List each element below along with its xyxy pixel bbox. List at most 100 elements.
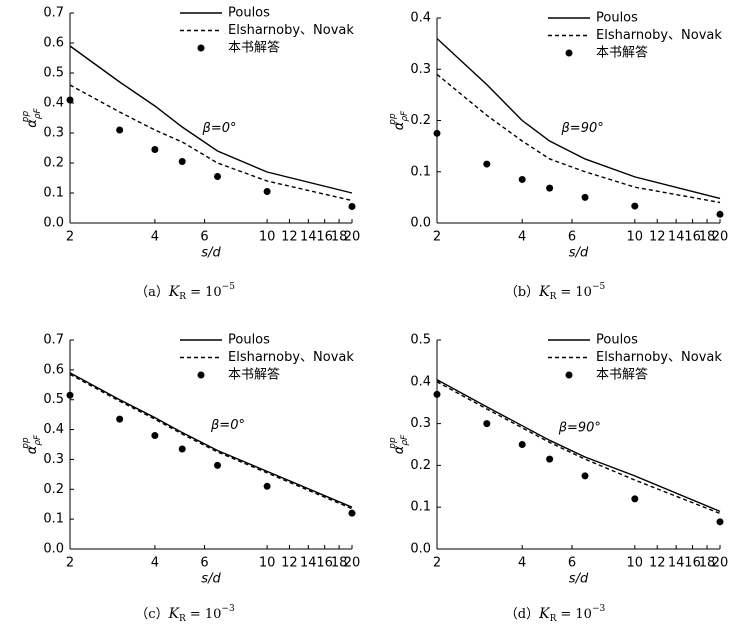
y-tick-label: 0.1 xyxy=(410,500,431,515)
y-tick-label: 0.4 xyxy=(43,422,64,437)
legend-marker xyxy=(197,371,205,379)
y-tick-label: 0.2 xyxy=(410,113,431,128)
x-tick-label: 14 xyxy=(668,230,685,245)
x-tick-label: 10 xyxy=(259,556,276,571)
y-label-sup: pp xyxy=(388,437,398,450)
x-tick-label: 18 xyxy=(331,556,348,571)
x-tick-label: 14 xyxy=(300,556,317,571)
caption-prefix: （d） xyxy=(505,607,539,622)
y-label-main: α xyxy=(392,445,407,454)
x-tick-label: 2 xyxy=(433,230,441,245)
x-tick-label: 4 xyxy=(151,556,159,571)
y-tick-label: 0.0 xyxy=(410,216,431,231)
caption-exp: −3 xyxy=(592,604,606,614)
caption-prefix: （c） xyxy=(135,607,168,622)
data-point xyxy=(631,202,639,210)
y-tick-label: 0.3 xyxy=(43,126,64,141)
y-label-sup: pp xyxy=(388,113,398,126)
annotation: β=90° xyxy=(561,121,604,136)
caption-eq: = 10 xyxy=(560,607,592,622)
y-axis-label: αρFpp xyxy=(21,434,43,454)
data-point xyxy=(546,455,554,463)
data-point xyxy=(263,188,271,195)
data-point xyxy=(214,173,222,180)
x-tick-label: 18 xyxy=(699,230,716,245)
y-label-sub: ρF xyxy=(400,110,410,122)
y-tick-label: 0.1 xyxy=(43,186,64,201)
x-tick-label: 20 xyxy=(344,556,361,571)
data-point xyxy=(518,175,526,183)
caption-var: K xyxy=(168,284,181,300)
data-point xyxy=(116,415,124,423)
y-label-sub: ρF xyxy=(33,434,43,446)
y-label-sup: pp xyxy=(21,111,31,124)
y-tick-label: 0.0 xyxy=(43,216,64,231)
caption-exp: −5 xyxy=(222,282,236,292)
legend-label: 本书解答 xyxy=(228,367,280,383)
caption: （b）KR = 10−5 xyxy=(505,282,606,302)
data-point xyxy=(151,146,159,153)
data-point xyxy=(263,482,271,490)
y-tick-label: 0.6 xyxy=(43,36,64,51)
data-point xyxy=(433,390,441,398)
x-tick-label: 20 xyxy=(712,556,729,571)
x-tick-label: 14 xyxy=(668,556,685,571)
data-point xyxy=(581,472,589,480)
x-tick-label: 18 xyxy=(331,230,348,245)
data-point xyxy=(348,203,356,210)
caption-eq: = 10 xyxy=(190,607,222,622)
y-tick-label: 0.1 xyxy=(410,164,431,179)
data-line xyxy=(436,37,721,200)
x-axis-label: s/d xyxy=(201,572,221,587)
x-tick-label: 6 xyxy=(200,556,208,571)
caption-var: K xyxy=(168,606,181,622)
y-tick-label: 0.2 xyxy=(43,482,64,497)
data-point xyxy=(66,96,74,104)
caption-sub: R xyxy=(550,614,557,624)
y-tick-label: 0.7 xyxy=(43,6,64,21)
x-tick-label: 2 xyxy=(66,230,74,245)
data-point xyxy=(581,193,589,201)
x-axis-label: s/d xyxy=(569,572,589,587)
x-tick-label: 14 xyxy=(300,230,317,245)
caption: （a）KR = 10−5 xyxy=(135,282,235,302)
data-line xyxy=(436,73,721,204)
y-label-main: α xyxy=(25,445,40,454)
caption-sub: R xyxy=(179,292,186,302)
legend-marker xyxy=(197,44,205,52)
x-tick-label: 6 xyxy=(568,556,576,571)
y-tick-label: 0.0 xyxy=(410,542,431,557)
data-line xyxy=(69,372,353,508)
data-point xyxy=(66,391,74,399)
y-tick-label: 0.3 xyxy=(410,62,431,77)
caption: （c）KR = 10−3 xyxy=(135,604,235,624)
y-tick-label: 0.0 xyxy=(43,542,64,557)
legend-label: Elsharnoby、Novak xyxy=(596,28,722,43)
y-tick-label: 0.5 xyxy=(43,392,64,407)
y-tick-label: 0.4 xyxy=(410,374,431,389)
data-point xyxy=(178,158,186,165)
x-tick-label: 6 xyxy=(200,230,208,245)
y-tick-label: 0.4 xyxy=(43,96,64,111)
data-point xyxy=(546,184,554,192)
annotation: β=0° xyxy=(202,121,237,136)
x-tick-label: 12 xyxy=(649,556,666,571)
y-tick-label: 0.3 xyxy=(410,416,431,431)
x-tick-label: 4 xyxy=(518,230,526,245)
annotation: β=90° xyxy=(558,420,601,435)
caption-eq: = 10 xyxy=(190,285,222,300)
x-tick-label: 16 xyxy=(316,230,333,245)
y-label-sub: ρF xyxy=(400,434,410,446)
x-tick-label: 12 xyxy=(281,556,298,571)
data-line xyxy=(436,381,721,515)
x-tick-label: 2 xyxy=(66,556,74,571)
data-line xyxy=(436,379,721,513)
caption-sub: R xyxy=(179,614,186,624)
data-point xyxy=(716,210,724,218)
y-axis-label: αρFpp xyxy=(388,434,410,454)
data-point xyxy=(348,509,356,517)
legend-label: 本书解答 xyxy=(596,45,648,61)
caption-eq: = 10 xyxy=(560,285,592,300)
y-tick-label: 0.2 xyxy=(410,458,431,473)
data-point xyxy=(116,126,124,134)
